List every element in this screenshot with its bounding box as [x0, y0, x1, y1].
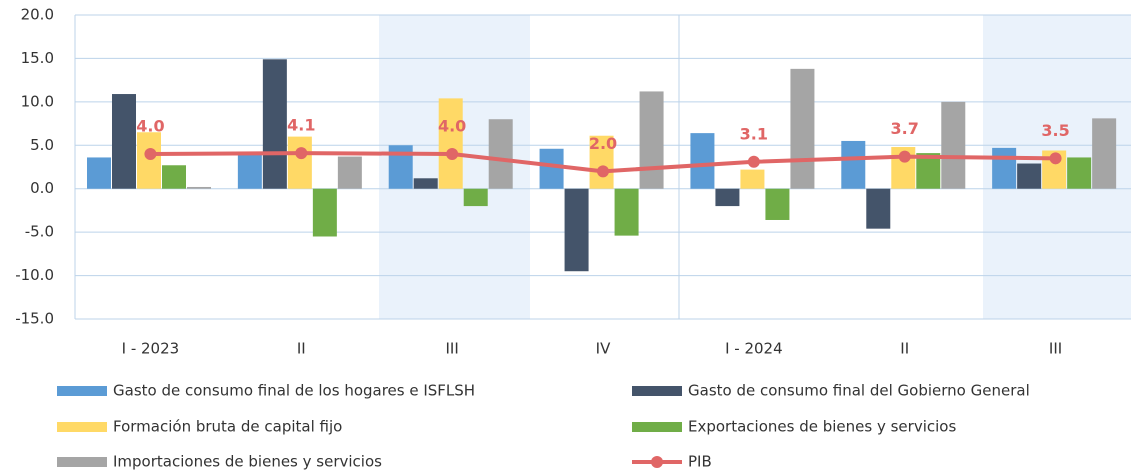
- x-tick-label: I - 2024: [725, 340, 783, 358]
- x-tick-label: III: [446, 340, 459, 358]
- x-tick-label: III: [1049, 340, 1062, 358]
- x-tick-label: I - 2023: [122, 340, 180, 358]
- bar: [137, 132, 161, 189]
- bar: [589, 135, 614, 189]
- pib-point: [597, 165, 609, 178]
- bar: [463, 188, 488, 207]
- y-tick-label: 20.0: [21, 6, 54, 24]
- y-tick-label: 5.0: [30, 136, 54, 154]
- legend-swatch: [632, 386, 682, 396]
- y-tick-label: 0.0: [30, 179, 54, 197]
- bar: [262, 59, 287, 189]
- bar: [312, 188, 337, 237]
- legend-label: Exportaciones de bienes y servicios: [688, 418, 956, 436]
- bar: [866, 188, 891, 229]
- bar: [564, 188, 589, 272]
- data-label: 2.0: [589, 134, 617, 153]
- bar: [690, 133, 715, 189]
- bar: [916, 153, 941, 189]
- legend-label: Gasto de consumo final del Gobierno Gene…: [688, 382, 1030, 400]
- bar: [740, 169, 765, 189]
- legend-swatch: [57, 386, 107, 396]
- data-label: 4.1: [287, 116, 315, 135]
- pib-point: [898, 150, 911, 163]
- x-tick-label: II: [297, 340, 306, 358]
- bar: [765, 188, 790, 220]
- bar: [841, 140, 866, 189]
- bar: [187, 186, 211, 189]
- bar: [488, 119, 513, 189]
- legend-swatch: [632, 422, 682, 432]
- x-tick-label: IV: [596, 340, 611, 358]
- bar: [1017, 163, 1042, 189]
- data-label: 3.7: [891, 119, 919, 138]
- bar: [715, 188, 740, 207]
- legend-label: PIB: [688, 453, 712, 471]
- x-tick-label: II: [900, 340, 909, 358]
- legend-swatch: [57, 457, 107, 467]
- bar: [992, 147, 1017, 189]
- data-label: 3.5: [1041, 121, 1069, 140]
- legend-swatch: [651, 456, 663, 468]
- data-label: 3.1: [740, 124, 768, 143]
- y-tick-label: -15.0: [15, 310, 54, 328]
- y-tick-label: -10.0: [15, 266, 54, 284]
- bar: [790, 68, 815, 189]
- y-tick-label: 10.0: [21, 92, 54, 110]
- bar: [87, 157, 111, 189]
- bar: [337, 156, 362, 189]
- pib-point: [747, 155, 760, 168]
- legend-label: Importaciones de bienes y servicios: [113, 453, 382, 471]
- pib-point: [144, 147, 157, 160]
- bar: [614, 188, 639, 236]
- data-label: 4.0: [438, 116, 466, 135]
- pib-point: [295, 147, 308, 160]
- data-label: 4.0: [136, 116, 164, 135]
- pib-point: [446, 147, 459, 160]
- legend-swatch: [57, 422, 107, 432]
- bar: [162, 165, 186, 189]
- bar: [287, 136, 312, 189]
- pib-point: [1049, 152, 1062, 165]
- bar: [539, 148, 564, 189]
- bar: [413, 178, 438, 189]
- bar: [438, 98, 463, 189]
- bar: [1092, 118, 1117, 189]
- bar: [639, 91, 664, 189]
- bar: [1067, 157, 1092, 189]
- legend-label: Formación bruta de capital fijo: [113, 418, 342, 436]
- legend-label: Gasto de consumo final de los hogares e …: [113, 382, 475, 400]
- bar: [112, 94, 136, 189]
- bar: [941, 101, 966, 189]
- bar: [237, 154, 262, 189]
- y-tick-label: 15.0: [21, 49, 54, 67]
- y-tick-label: -5.0: [25, 223, 54, 241]
